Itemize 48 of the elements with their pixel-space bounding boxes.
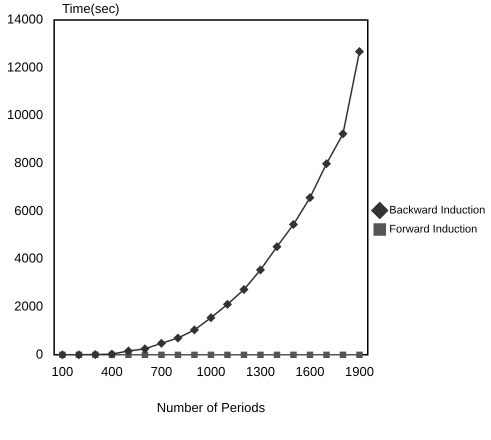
y-tick-label: 6000 (14, 202, 44, 218)
point (322, 159, 331, 168)
legend-label: Backward Induction (389, 204, 486, 217)
point (274, 352, 280, 358)
point (257, 352, 264, 358)
point (142, 352, 148, 358)
point (256, 266, 265, 274)
point (290, 352, 297, 358)
y-tick-label: 8000 (14, 155, 44, 170)
point (338, 130, 348, 138)
y-tick-label: 4000 (14, 250, 44, 266)
point (323, 352, 330, 358)
point (240, 352, 248, 358)
point (223, 300, 232, 309)
x-tick-label: 400 (101, 364, 123, 380)
x-tick-label: 100 (52, 364, 74, 380)
point (206, 313, 216, 322)
x-tick-label: 1600 (296, 364, 324, 380)
x-tick-label: 1300 (246, 364, 275, 380)
point (306, 193, 314, 202)
point (174, 352, 182, 358)
point (289, 220, 298, 229)
point (158, 352, 165, 358)
x-tick-label: 700 (150, 364, 172, 380)
y-tick-label: 14000 (6, 12, 44, 27)
point (140, 344, 150, 354)
point (272, 242, 282, 251)
point (355, 47, 364, 56)
point (208, 352, 214, 358)
legend-label: Forward Induction (389, 224, 478, 236)
point (240, 285, 248, 294)
point (224, 352, 231, 358)
point (157, 339, 166, 348)
x-axis-title: Number of Periods (156, 400, 266, 415)
x-tick-label: 1900 (345, 364, 374, 380)
x-tick-label: 1000 (196, 364, 226, 380)
y-axis-title: Time(sec) (62, 1, 120, 16)
point (190, 326, 199, 334)
point (306, 352, 314, 358)
y-tick-label: 2000 (14, 298, 44, 314)
point (356, 352, 363, 358)
y-tick-label: 10000 (6, 107, 44, 122)
point (124, 346, 133, 356)
point (174, 334, 182, 342)
point (340, 352, 346, 358)
y-tick-label: 0 (36, 346, 44, 362)
y-tick-label: 12000 (6, 59, 44, 74)
point (191, 352, 198, 358)
